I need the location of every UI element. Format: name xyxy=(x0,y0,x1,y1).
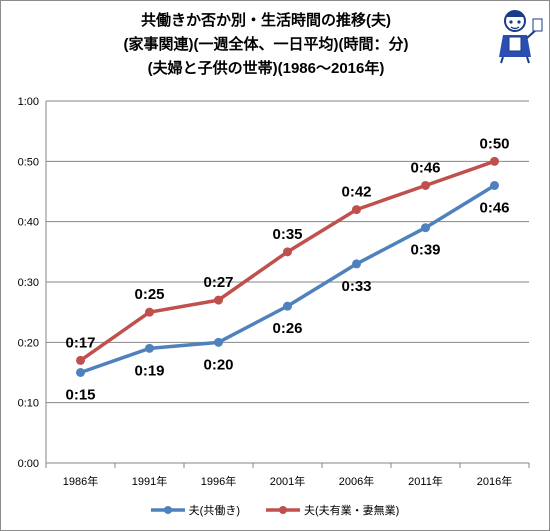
y-tick-label: 0:50 xyxy=(18,156,39,168)
data-point xyxy=(283,247,292,257)
legend: 夫(共働き) 夫(夫有業・妻無業) xyxy=(1,499,549,521)
data-label: 0:42 xyxy=(341,184,371,201)
plot-area: 0:00 0:10 0:20 0:30 0:40 0:50 1:00 1986年 1991年 19… xyxy=(18,96,530,488)
data-label: 0:26 xyxy=(272,320,302,337)
x-tick-label: 1986年 xyxy=(63,474,98,488)
chart-title: 共働きか否か別・生活時間の推移(夫) (家事関連)(一週全体、一日平均)(時間：… xyxy=(51,9,481,81)
data-label: 0:33 xyxy=(341,278,371,295)
data-label: 0:19 xyxy=(134,362,164,379)
data-point xyxy=(421,223,430,233)
x-tick-label: 1991年 xyxy=(132,474,167,488)
data-label: 0:25 xyxy=(134,286,164,303)
data-point xyxy=(490,180,499,190)
data-label: 0:35 xyxy=(272,226,302,243)
data-label: 0:46 xyxy=(410,159,440,176)
data-point xyxy=(76,355,85,365)
data-point xyxy=(145,343,154,353)
y-tick-label: 0:20 xyxy=(18,337,39,349)
chart-title-line-1: 共働きか否か別・生活時間の推移(夫) xyxy=(141,12,391,29)
y-tick-label: 0:40 xyxy=(18,217,39,229)
data-point xyxy=(145,307,154,317)
data-label: 0:27 xyxy=(203,274,233,291)
y-tick-label: 0:10 xyxy=(18,398,39,410)
x-tick-label: 2011年 xyxy=(408,474,443,488)
data-point xyxy=(352,259,361,269)
y-tick-label: 1:00 xyxy=(18,96,39,108)
x-tick-label: 2016年 xyxy=(477,474,512,488)
x-tick-label: 2001年 xyxy=(270,474,305,488)
legend-swatch-marker xyxy=(163,506,172,514)
data-point xyxy=(421,180,430,190)
legend-item: 夫(夫有業・妻無業) xyxy=(266,502,399,518)
data-label: 0:39 xyxy=(410,242,440,259)
data-label: 0:46 xyxy=(479,199,509,216)
legend-swatch xyxy=(150,506,185,514)
data-point xyxy=(76,368,85,377)
series-line-1 xyxy=(79,183,496,375)
y-tick-label: 0:30 xyxy=(18,277,39,289)
data-point xyxy=(352,205,361,215)
legend-swatch xyxy=(266,506,300,514)
chart-title-line-3: (夫婦と子供の世帯)(1986～2016年) xyxy=(147,60,385,77)
x-tick-label: 1996年 xyxy=(201,474,236,488)
legend-label: 夫(夫有業・妻無業) xyxy=(304,505,400,517)
mascot-logo xyxy=(499,10,543,64)
legend-item: 夫(共働き) xyxy=(150,502,240,518)
data-label: 0:20 xyxy=(203,356,233,373)
x-tick-label: 2006年 xyxy=(339,474,374,488)
chart-title-line-2: (家事関連)(一週全体、一日平均)(時間：分) xyxy=(123,36,409,53)
data-label: 0:50 xyxy=(479,135,509,152)
data-label: 0:15 xyxy=(65,387,95,404)
legend-label: 夫(共働き) xyxy=(188,505,240,517)
data-point xyxy=(214,337,223,347)
data-label: 0:17 xyxy=(65,334,95,351)
data-point xyxy=(283,301,292,311)
data-point xyxy=(490,156,499,166)
data-point xyxy=(214,295,223,305)
y-tick-label: 0:00 xyxy=(18,458,39,470)
legend-swatch-marker xyxy=(279,506,287,514)
